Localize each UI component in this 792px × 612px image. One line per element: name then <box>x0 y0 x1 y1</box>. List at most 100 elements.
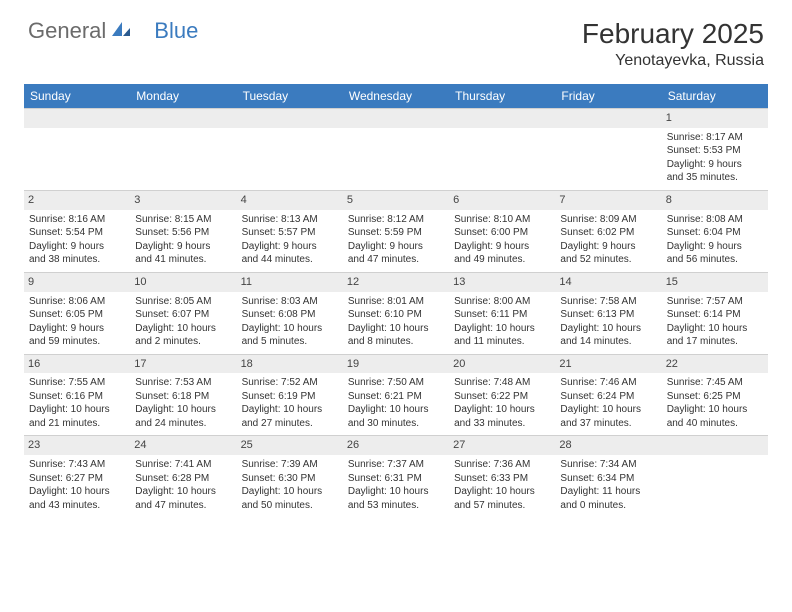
sunrise-text: Sunrise: 7:55 AM <box>29 376 125 390</box>
day-header: Thursday <box>449 84 555 108</box>
day-cell: 28Sunrise: 7:34 AMSunset: 6:34 PMDayligh… <box>555 436 661 517</box>
location-label: Yenotayevka, Russia <box>582 52 764 70</box>
day-number: 20 <box>449 355 555 374</box>
daylight2-text: and 17 minutes. <box>667 335 763 349</box>
sail-icon <box>110 18 132 44</box>
sunset-text: Sunset: 6:33 PM <box>454 472 550 486</box>
daylight2-text: and 27 minutes. <box>242 417 338 431</box>
daylight1-text: Daylight: 9 hours <box>348 240 444 254</box>
sunset-text: Sunset: 6:18 PM <box>135 390 231 404</box>
day-cell: 25Sunrise: 7:39 AMSunset: 6:30 PMDayligh… <box>237 436 343 517</box>
sunrise-text: Sunrise: 7:39 AM <box>242 458 338 472</box>
sunset-text: Sunset: 6:24 PM <box>560 390 656 404</box>
month-title: February 2025 <box>582 18 764 50</box>
daylight1-text: Daylight: 10 hours <box>667 403 763 417</box>
sunrise-text: Sunrise: 7:58 AM <box>560 295 656 309</box>
sunset-text: Sunset: 6:28 PM <box>135 472 231 486</box>
daylight1-text: Daylight: 10 hours <box>560 322 656 336</box>
sunset-text: Sunset: 6:31 PM <box>348 472 444 486</box>
day-cell: 19Sunrise: 7:50 AMSunset: 6:21 PMDayligh… <box>343 355 449 436</box>
sunrise-text: Sunrise: 8:00 AM <box>454 295 550 309</box>
daylight1-text: Daylight: 10 hours <box>454 322 550 336</box>
day-cell: 23Sunrise: 7:43 AMSunset: 6:27 PMDayligh… <box>24 436 130 517</box>
daylight2-text: and 14 minutes. <box>560 335 656 349</box>
daylight1-text: Daylight: 10 hours <box>242 485 338 499</box>
day-cell <box>24 109 130 190</box>
day-number: 9 <box>24 273 130 292</box>
day-number: 11 <box>237 273 343 292</box>
daylight1-text: Daylight: 9 hours <box>29 240 125 254</box>
day-header: Monday <box>130 84 236 108</box>
day-header-row: Sunday Monday Tuesday Wednesday Thursday… <box>24 84 768 108</box>
day-cell: 20Sunrise: 7:48 AMSunset: 6:22 PMDayligh… <box>449 355 555 436</box>
calendar: Sunday Monday Tuesday Wednesday Thursday… <box>24 84 768 517</box>
day-cell: 10Sunrise: 8:05 AMSunset: 6:07 PMDayligh… <box>130 273 236 354</box>
day-header: Sunday <box>24 84 130 108</box>
day-cell: 14 Sunrise: 7:58 AMSunset: 6:13 PMDayligh… <box>555 273 661 354</box>
sunrise-text: Sunrise: 8:13 AM <box>242 213 338 227</box>
sunset-text: Sunset: 6:13 PM <box>560 308 656 322</box>
day-header: Tuesday <box>237 84 343 108</box>
day-cell: 3Sunrise: 8:15 AMSunset: 5:56 PMDaylight… <box>130 191 236 272</box>
daylight2-text: and 57 minutes. <box>454 499 550 513</box>
sunrise-text: Sunrise: 7:36 AM <box>454 458 550 472</box>
day-number: 19 <box>343 355 449 374</box>
day-number: 2 <box>24 191 130 210</box>
day-cell: 13Sunrise: 8:00 AMSunset: 6:11 PMDayligh… <box>449 273 555 354</box>
daylight1-text: Daylight: 9 hours <box>242 240 338 254</box>
day-cell: 7Sunrise: 8:09 AMSunset: 6:02 PMDaylight… <box>555 191 661 272</box>
day-number: 17 <box>130 355 236 374</box>
sunrise-text: Sunrise: 7:46 AM <box>560 376 656 390</box>
daylight1-text: Daylight: 10 hours <box>29 403 125 417</box>
day-cell: 21Sunrise: 7:46 AMSunset: 6:24 PMDayligh… <box>555 355 661 436</box>
day-number: 24 <box>130 436 236 455</box>
sunrise-text: Sunrise: 8:05 AM <box>135 295 231 309</box>
day-cell: 2Sunrise: 8:16 AMSunset: 5:54 PMDaylight… <box>24 191 130 272</box>
day-cell: 11Sunrise: 8:03 AMSunset: 6:08 PMDayligh… <box>237 273 343 354</box>
sunset-text: Sunset: 6:11 PM <box>454 308 550 322</box>
sunrise-text: Sunrise: 7:57 AM <box>667 295 763 309</box>
day-cell <box>237 109 343 190</box>
day-number <box>130 109 236 128</box>
day-number: 27 <box>449 436 555 455</box>
daylight1-text: Daylight: 10 hours <box>348 403 444 417</box>
sunset-text: Sunset: 6:16 PM <box>29 390 125 404</box>
daylight2-text: and 33 minutes. <box>454 417 550 431</box>
header: General Blue February 2025 Yenotayevka, … <box>0 0 792 78</box>
daylight1-text: Daylight: 10 hours <box>135 403 231 417</box>
day-cell <box>343 109 449 190</box>
sunrise-text: Sunrise: 8:01 AM <box>348 295 444 309</box>
day-cell: 17Sunrise: 7:53 AMSunset: 6:18 PMDayligh… <box>130 355 236 436</box>
day-number <box>662 436 768 455</box>
sunrise-text: Sunrise: 7:50 AM <box>348 376 444 390</box>
day-header: Wednesday <box>343 84 449 108</box>
day-number <box>237 109 343 128</box>
day-cell: 24Sunrise: 7:41 AMSunset: 6:28 PMDayligh… <box>130 436 236 517</box>
sunrise-text: Sunrise: 8:10 AM <box>454 213 550 227</box>
week-row: 23Sunrise: 7:43 AMSunset: 6:27 PMDayligh… <box>24 435 768 517</box>
daylight1-text: Daylight: 10 hours <box>454 485 550 499</box>
daylight2-text: and 40 minutes. <box>667 417 763 431</box>
daylight2-text: and 5 minutes. <box>242 335 338 349</box>
day-number <box>555 109 661 128</box>
sunrise-text: Sunrise: 8:09 AM <box>560 213 656 227</box>
daylight2-text: and 49 minutes. <box>454 253 550 267</box>
daylight2-text: and 59 minutes. <box>29 335 125 349</box>
sunset-text: Sunset: 6:07 PM <box>135 308 231 322</box>
sunrise-text: Sunrise: 7:48 AM <box>454 376 550 390</box>
day-number: 16 <box>24 355 130 374</box>
day-number: 25 <box>237 436 343 455</box>
sunrise-text: Sunrise: 8:15 AM <box>135 213 231 227</box>
day-number: 14 <box>555 273 661 292</box>
daylight2-text: and 38 minutes. <box>29 253 125 267</box>
sunrise-text: Sunrise: 7:37 AM <box>348 458 444 472</box>
day-cell <box>662 436 768 517</box>
day-number: 15 <box>662 273 768 292</box>
sunset-text: Sunset: 6:22 PM <box>454 390 550 404</box>
daylight2-text: and 44 minutes. <box>242 253 338 267</box>
daylight1-text: Daylight: 10 hours <box>667 322 763 336</box>
sunset-text: Sunset: 6:08 PM <box>242 308 338 322</box>
day-number: 1 <box>662 109 768 128</box>
day-number: 8 <box>662 191 768 210</box>
day-cell <box>130 109 236 190</box>
